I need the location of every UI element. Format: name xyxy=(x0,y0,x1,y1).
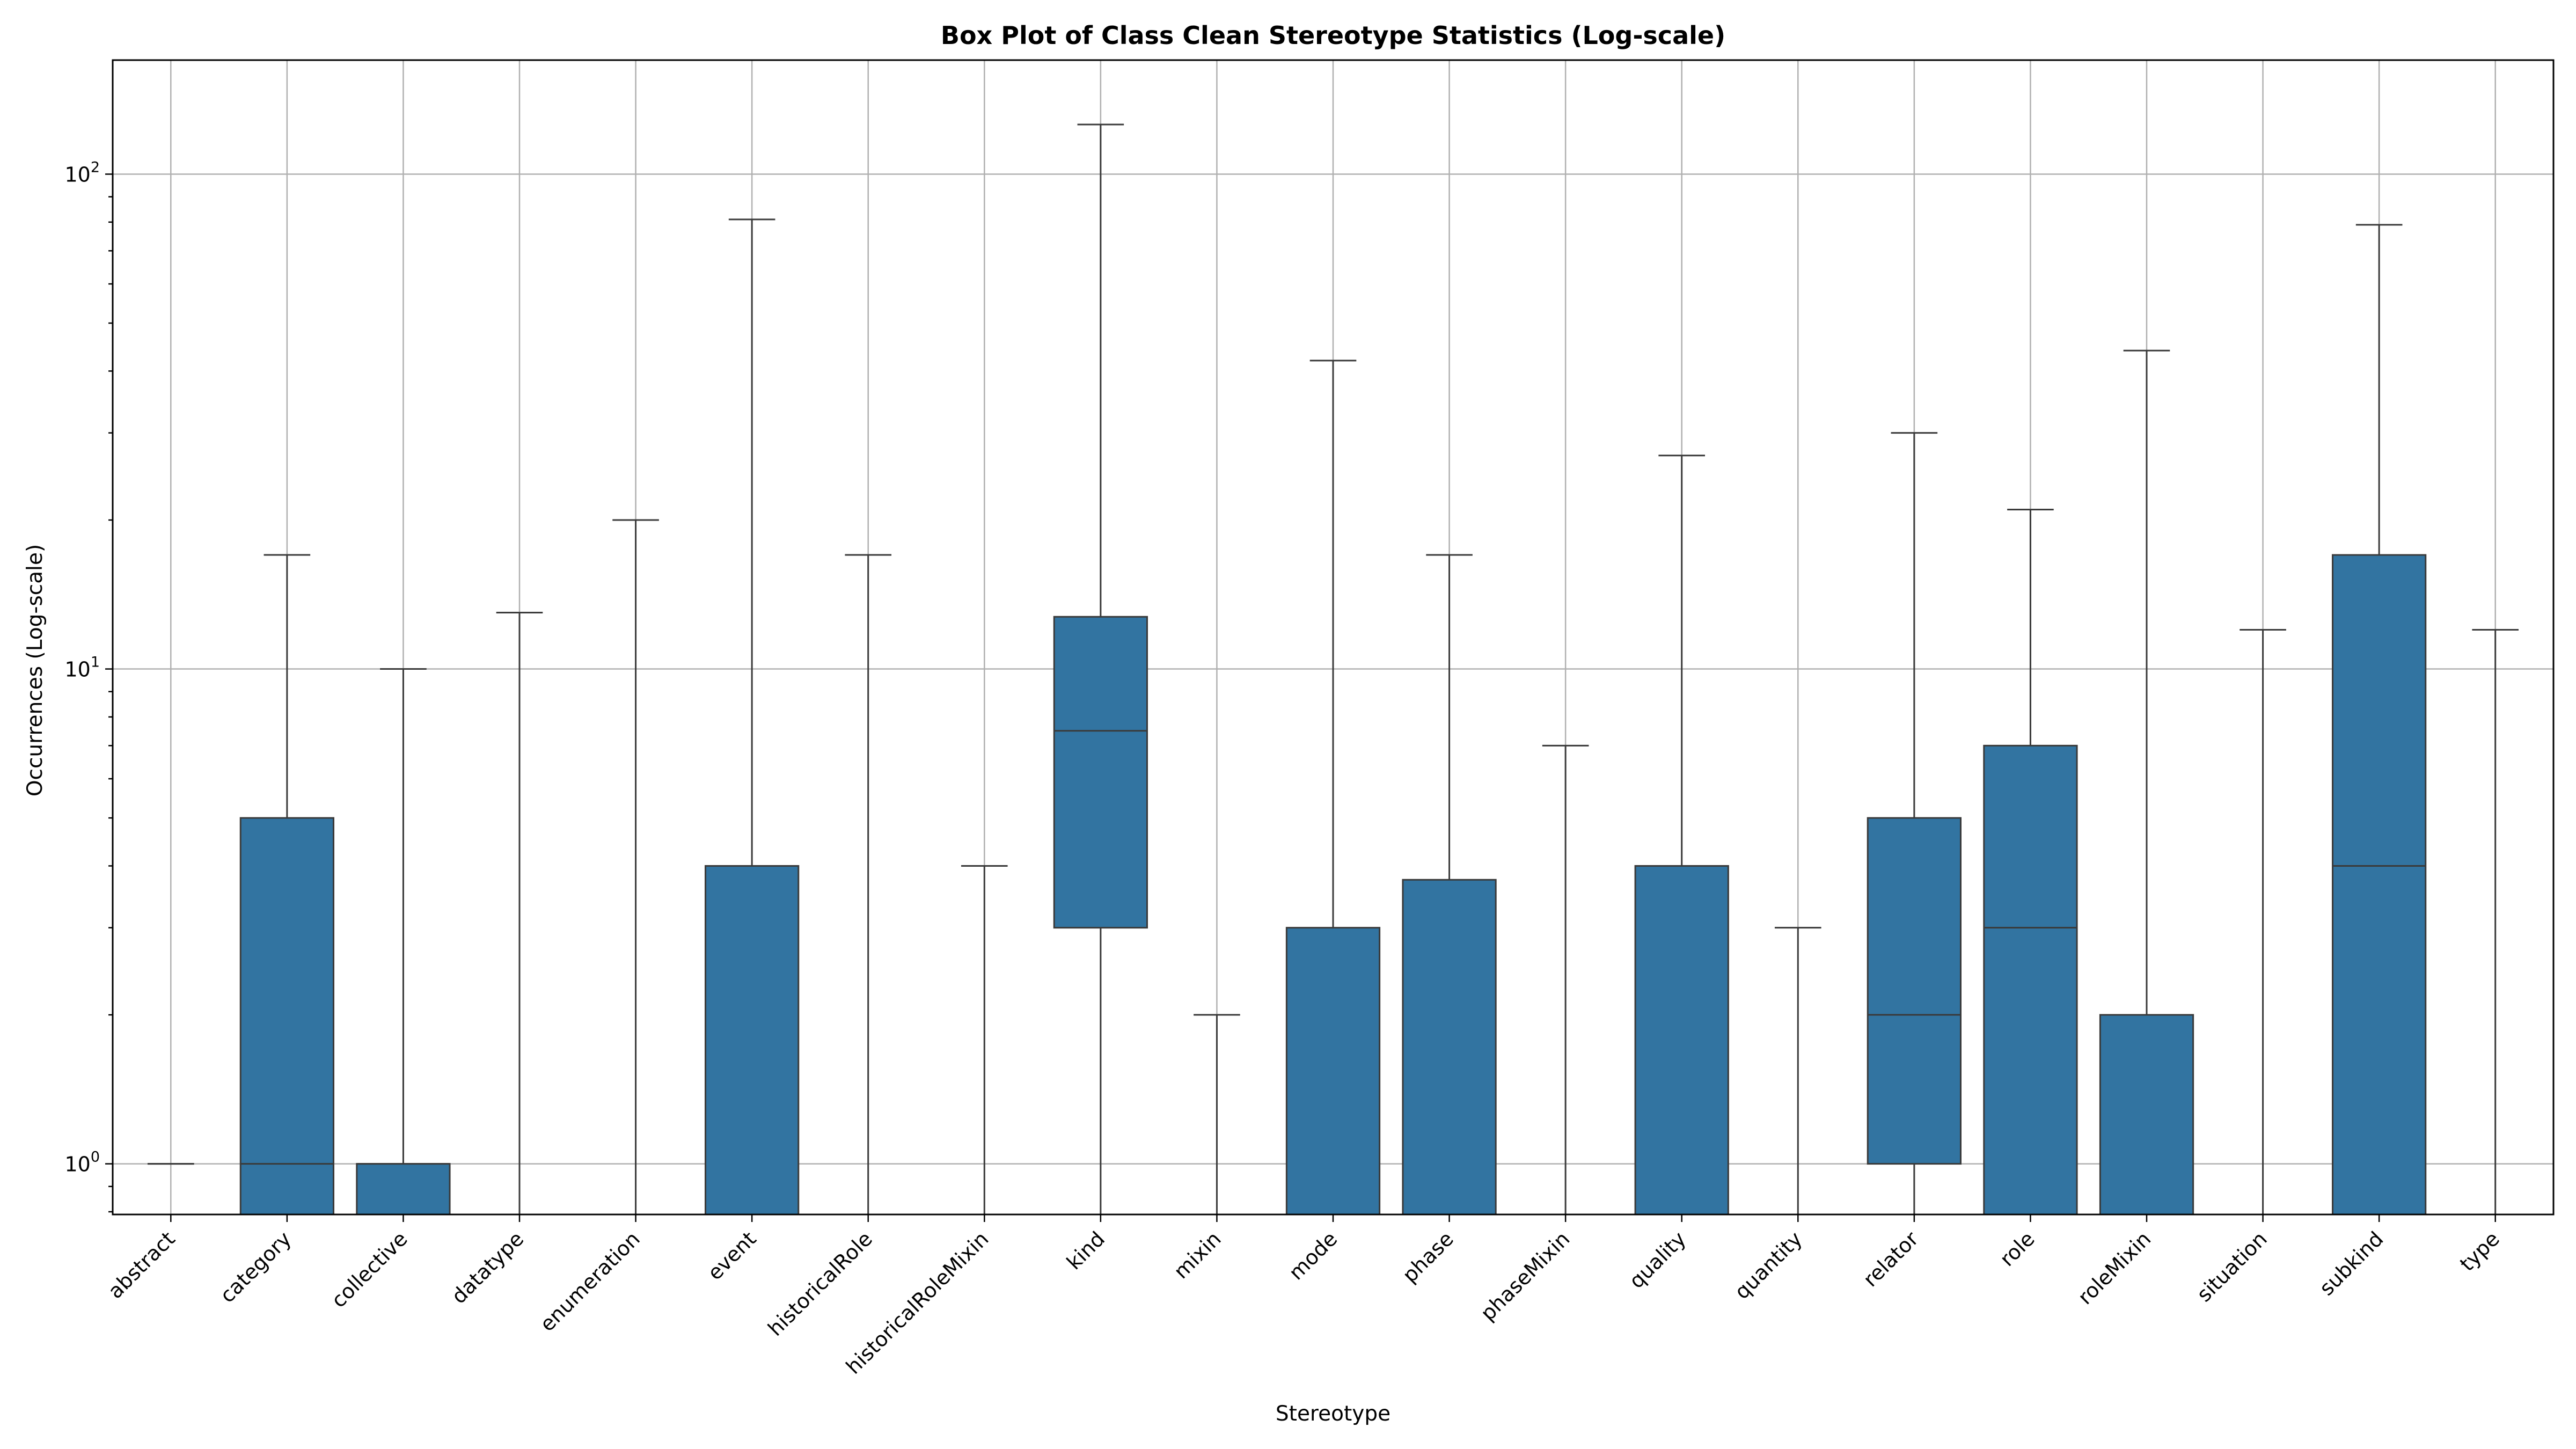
x-tick-label: phase xyxy=(1398,1227,1458,1287)
box-mode xyxy=(1285,360,1381,1216)
x-tick-label: category xyxy=(215,1227,296,1307)
box-phase xyxy=(1402,554,1497,1216)
box-type xyxy=(2472,629,2519,1214)
y-tick-label: 100 xyxy=(64,1149,100,1176)
box-datatype xyxy=(496,611,543,1214)
box-category xyxy=(239,554,334,1216)
box-iqr xyxy=(2332,554,2427,1216)
box-event xyxy=(705,218,800,1216)
box-iqr xyxy=(2099,1014,2194,1216)
x-tick-label: mixin xyxy=(1169,1227,1226,1283)
y-axis: 100 101 102 xyxy=(64,159,113,1213)
x-tick-label: type xyxy=(2455,1227,2504,1276)
box-roleMixin xyxy=(2099,349,2194,1216)
box-iqr xyxy=(239,817,334,1216)
x-axis-label: Stereotype xyxy=(1276,1402,1391,1426)
y-tick-label: 102 xyxy=(64,159,100,186)
box-iqr xyxy=(705,865,800,1216)
box-historicalRole xyxy=(845,554,892,1214)
box-situation xyxy=(2240,629,2286,1214)
y-axis-label: Occurrences (Log-scale) xyxy=(23,544,47,796)
x-tick-label: historicalRole xyxy=(763,1227,877,1341)
x-tick-label: kind xyxy=(1062,1227,1109,1274)
x-tick-label: quantity xyxy=(1730,1227,1807,1304)
x-tick-label: role xyxy=(1995,1227,2039,1271)
box-quantity xyxy=(1774,927,1821,1214)
x-tick-label: subkind xyxy=(2315,1227,2388,1300)
x-tick-label: datatype xyxy=(447,1227,529,1308)
x-tick-label: phaseMixin xyxy=(1476,1227,1574,1325)
x-tick-label: collective xyxy=(327,1227,412,1312)
x-tick-label: mode xyxy=(1284,1227,1342,1284)
box-iqr xyxy=(1867,817,1962,1165)
box-phaseMixin xyxy=(1542,744,1589,1214)
y-tick-label: 101 xyxy=(64,654,100,682)
box-quality xyxy=(1634,455,1729,1216)
box-kind xyxy=(1053,123,1148,1214)
box-iqr xyxy=(1634,865,1729,1216)
x-axis: abstract category collective datatype enumer… xyxy=(104,1214,2504,1379)
x-tick-label: roleMixin xyxy=(2073,1227,2155,1309)
box-role xyxy=(1983,508,2078,1216)
box-subkind xyxy=(2332,224,2427,1216)
x-tick-label: abstract xyxy=(104,1227,180,1303)
box-iqr xyxy=(1053,616,1148,929)
box-enumeration xyxy=(612,519,659,1214)
chart-title: Box Plot of Class Clean Stereotype Stati… xyxy=(941,21,1725,50)
box-historicalRoleMixin xyxy=(961,865,1008,1214)
box-iqr xyxy=(1402,879,1497,1216)
x-tick-label: event xyxy=(703,1227,761,1285)
box-iqr xyxy=(1285,927,1381,1216)
box-iqr xyxy=(1983,744,2078,1216)
box-relator xyxy=(1867,432,1962,1214)
x-tick-label: relator xyxy=(1858,1227,1923,1291)
x-tick-label: enumeration xyxy=(536,1227,645,1336)
box-mixin xyxy=(1194,1014,1240,1214)
x-tick-label: situation xyxy=(2192,1227,2272,1306)
plot-area xyxy=(147,123,2519,1216)
x-tick-label: quality xyxy=(1624,1227,1690,1293)
box-collective xyxy=(356,668,451,1216)
box-iqr xyxy=(356,1163,451,1216)
